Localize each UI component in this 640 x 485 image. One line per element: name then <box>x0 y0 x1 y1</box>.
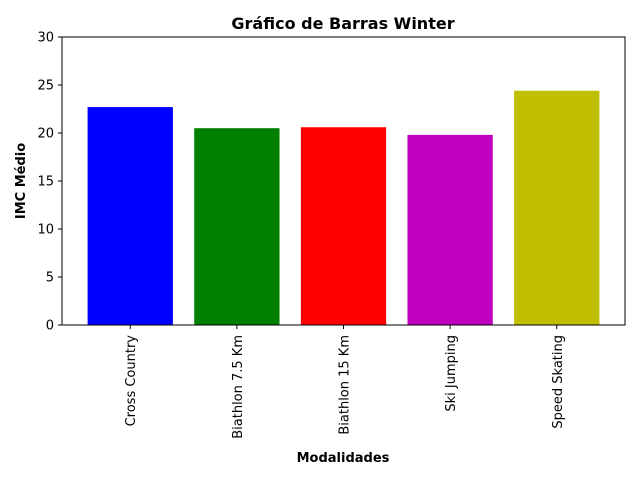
y-tick-label: 5 <box>46 271 54 286</box>
y-tick-label: 10 <box>37 223 54 238</box>
plot-frame <box>61 36 626 326</box>
x-tick-label: Biathlon 7.5 Km <box>231 335 246 439</box>
y-tick-label: 20 <box>37 127 54 142</box>
y-axis-ticks: 0 5 10 15 20 25 30 <box>37 31 62 334</box>
bars-group <box>87 90 600 326</box>
x-axis-ticks: Cross Country Biathlon 7.5 Km Biathlon 15 … <box>124 325 566 439</box>
bar-speed-skating <box>514 90 600 325</box>
y-tick-label: 15 <box>37 175 54 190</box>
y-axis-label: IMC Médio <box>14 143 29 219</box>
bar-biathlon-7-5-km <box>194 128 280 325</box>
bar-cross-country <box>87 107 173 325</box>
x-tick-label: Biathlon 15 Km <box>338 335 353 435</box>
chart-title: Gráfico de Barras Winter <box>231 14 454 33</box>
x-tick-label: Speed Skating <box>551 335 566 429</box>
y-tick-label: 30 <box>37 31 54 46</box>
y-tick-label: 0 <box>46 319 54 334</box>
x-tick-label: Cross Country <box>124 335 139 427</box>
y-tick-label: 25 <box>37 79 54 94</box>
x-axis-label: Modalidades <box>297 451 390 466</box>
bar-ski-jumping <box>407 134 493 325</box>
bar-biathlon-15-km <box>300 127 387 326</box>
x-tick-label: Ski Jumping <box>444 335 459 412</box>
